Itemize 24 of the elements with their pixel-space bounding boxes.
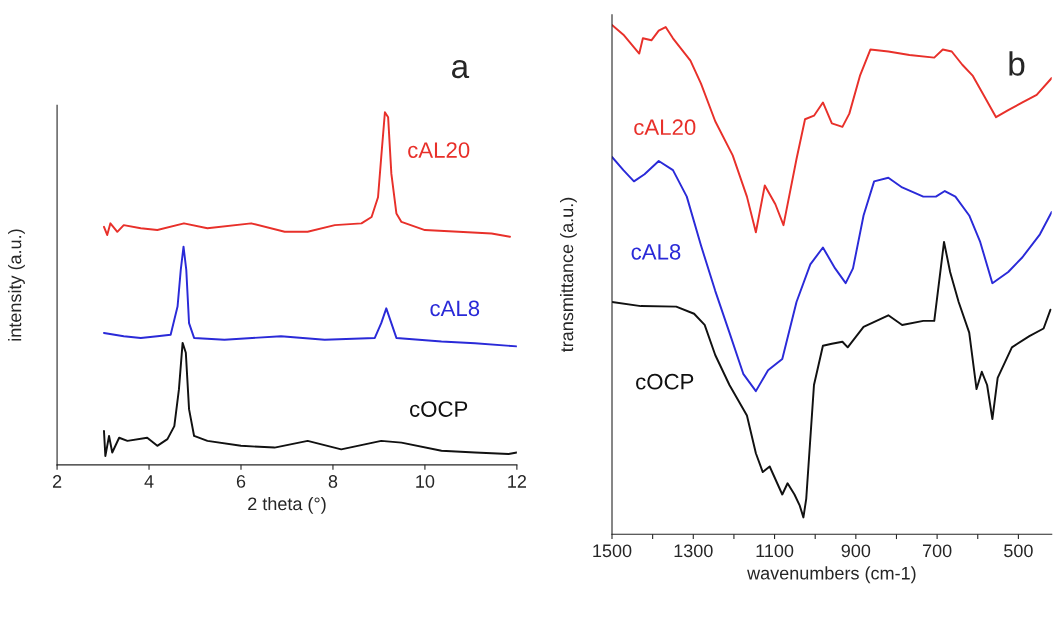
series-label: cAL8 [631, 243, 681, 260]
x-axis-title: wavenumbers (cm-1) [747, 566, 916, 584]
x-tick-label: 6 [236, 475, 246, 488]
x-tick-label: 900 [841, 544, 871, 558]
series-label: cOCP [410, 401, 468, 417]
series-label: cAL20 [634, 119, 696, 136]
x-tick-label: 8 [328, 475, 338, 488]
x-tick-label: 2 [52, 475, 62, 488]
y-axis-title: transmittance (a.u.) [559, 197, 577, 353]
x-tick-label: 1500 [593, 544, 632, 558]
series-label: cAL8 [430, 300, 480, 317]
x-tick-label: 12 [508, 475, 527, 488]
x-tick-label: 500 [1004, 544, 1033, 558]
series-label: cOCP [636, 373, 694, 390]
annotation: b [1009, 51, 1025, 76]
x-tick-label: 10 [416, 475, 435, 488]
x-tick-label: 4 [144, 475, 154, 488]
x-axis-title: 2 theta (°) [248, 496, 326, 514]
series-label: cAL20 [408, 142, 470, 158]
x-tick-label: 700 [922, 544, 952, 558]
x-tick-label: 1300 [674, 544, 713, 558]
x-tick-label: 1100 [756, 544, 794, 558]
y-axis-title: intensity (a.u.) [8, 229, 25, 341]
text: a [452, 59, 470, 79]
